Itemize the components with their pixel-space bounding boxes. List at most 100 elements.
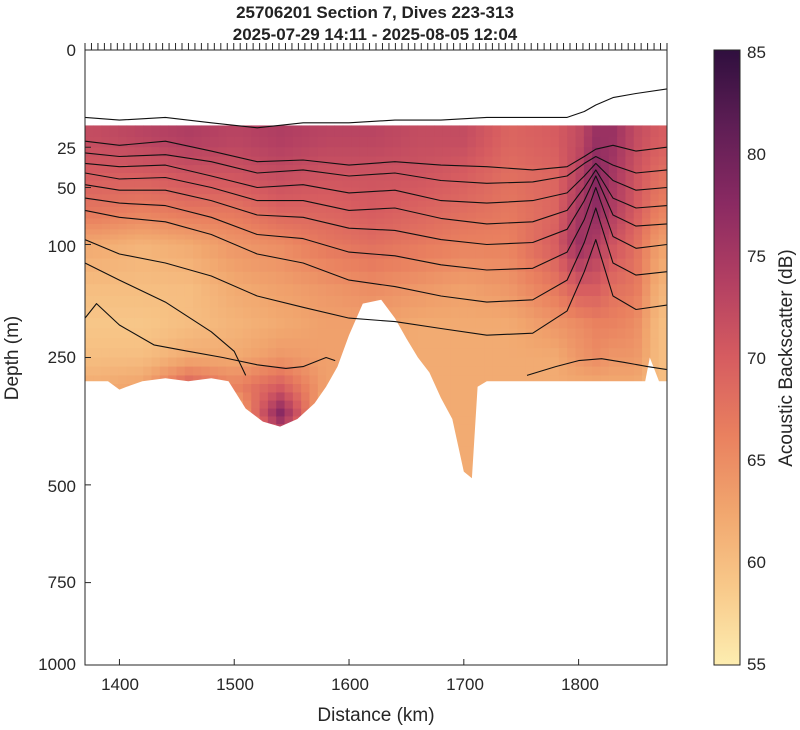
heatmap-cell [650,239,660,246]
heatmap-cell [118,234,128,241]
heatmap-cell [517,357,527,368]
heatmap-cell [134,218,144,225]
heatmap-cell [400,180,410,189]
heatmap-cell [201,218,211,225]
heatmap-cell [326,212,336,220]
heatmap-cell [251,384,261,394]
heatmap-cell [251,366,261,377]
heatmap-cell [193,136,202,148]
heatmap-cell [642,258,651,273]
heatmap-cell [450,229,460,236]
heatmap-cell [109,284,119,297]
heatmap-cell [143,187,153,195]
heatmap-cell [126,328,136,340]
heatmap-cell [533,234,543,241]
heatmap-cell [475,125,485,138]
heatmap-cell [567,318,577,330]
heatmap-cell [317,328,327,340]
heatmap-cell [234,348,244,359]
heatmap-cell [583,206,593,214]
heatmap-cell [384,296,394,308]
heatmap-cell [101,212,111,220]
heatmap-cell [617,218,627,225]
heatmap-cell [583,271,593,285]
heatmap-cell [342,284,352,297]
heatmap-cell [351,244,360,260]
heatmap-cell [417,258,427,273]
heatmap-cell [608,136,618,148]
heatmap-cell [567,165,577,174]
heatmap-cell [276,218,286,225]
heatmap-cell [242,156,252,166]
heatmap-cell [359,200,369,208]
heatmap-cell [450,416,460,425]
heatmap-cell [209,258,219,273]
heatmap-cell [409,318,419,330]
heatmap-cell [218,206,227,214]
heatmap-cell [475,206,485,214]
heatmap-cell [658,328,667,340]
heatmap-cell [625,271,635,285]
heatmap-cell [567,223,577,230]
heatmap-cell [459,136,469,148]
heatmap-cell [425,187,435,195]
heatmap-cell [525,125,535,138]
heatmap-cell [459,156,469,166]
heatmap-cell [467,438,477,447]
heatmap-cell [625,258,635,273]
heatmap-cell [542,348,552,359]
heatmap-cell [400,136,410,148]
heatmap-cell [326,318,336,330]
heatmap-cell [351,284,360,297]
heatmap-cell [467,223,477,230]
heatmap-cell [608,229,618,236]
heatmap-cell [326,258,336,273]
heatmap-cell [201,296,211,308]
heatmap-cell [525,307,535,319]
heatmap-cell [450,244,460,260]
heatmap-cell [317,375,327,385]
heatmap-cell [484,244,493,260]
heatmap-cell [500,180,510,189]
heatmap-cell [159,239,169,246]
heatmap-cell [392,258,402,273]
heatmap-cell [242,165,252,174]
heatmap-cell [251,392,261,402]
heatmap-cell [184,258,194,273]
heatmap-cell [143,338,153,349]
heatmap-cell [442,206,452,214]
heatmap-cell [450,187,460,195]
heatmap-cell [301,307,311,319]
heatmap-cell [542,200,552,208]
heatmap-cell [168,318,178,330]
heatmap-cell [193,125,202,138]
heatmap-cell [583,318,593,330]
heatmap-cell [442,218,452,225]
heatmap-cell [550,348,560,359]
heatmap-cell [242,375,252,385]
heatmap-cell [334,258,344,273]
heatmap-cell [134,229,144,236]
heatmap-cell [642,165,651,174]
heatmap-cell [434,173,444,182]
heatmap-cell [475,194,485,202]
heatmap-cell [193,366,202,377]
heatmap-cell [617,338,627,349]
heatmap-cell [459,431,469,440]
heatmap-cell [218,328,227,340]
heatmap-cell [259,180,269,189]
heatmap-cell [184,223,194,230]
heatmap-cell [492,338,502,349]
heatmap-cell [85,338,94,349]
heatmap-cell [184,357,194,368]
heatmap-cell [450,136,460,148]
heatmap-cell [251,212,261,220]
heatmap-cell [475,348,485,359]
heatmap-cell [409,180,419,189]
heatmap-cell [276,206,286,214]
heatmap-cell [384,200,394,208]
heatmap-cell [484,165,493,174]
heatmap-cell [201,328,211,340]
heatmap-cell [317,258,327,273]
heatmap-cell [242,348,252,359]
